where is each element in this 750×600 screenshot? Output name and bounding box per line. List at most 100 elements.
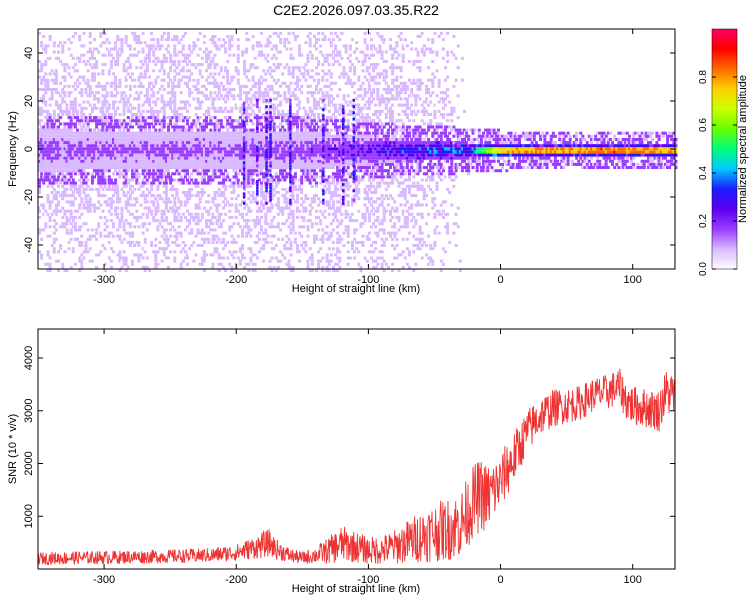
spectrogram-cell bbox=[183, 256, 187, 260]
spectrogram-cell bbox=[317, 138, 321, 141]
spectrogram-cell bbox=[272, 216, 276, 219]
spectrogram-cell bbox=[145, 44, 149, 48]
spectrogram-cell bbox=[63, 212, 67, 216]
spectrogram-cell bbox=[120, 122, 124, 126]
spectrogram-cell bbox=[238, 147, 242, 151]
spectrogram-cell bbox=[105, 47, 109, 51]
spectrogram-cell bbox=[291, 94, 295, 98]
spectrogram-cell bbox=[128, 231, 132, 235]
spectrogram-cell bbox=[264, 175, 268, 179]
spectrogram-cell bbox=[139, 113, 143, 116]
spectrogram-cell bbox=[181, 153, 185, 157]
spectrogram-cell bbox=[99, 250, 103, 254]
spectrogram-cell bbox=[124, 184, 128, 188]
spectrogram-cell bbox=[230, 153, 234, 157]
spectrogram-cell bbox=[116, 191, 120, 194]
spectrogram-cell bbox=[116, 150, 120, 154]
spectrogram-cell bbox=[287, 119, 291, 123]
spectrogram-cell bbox=[308, 138, 312, 141]
spectrogram-cell bbox=[90, 141, 94, 145]
spectrogram-cell bbox=[238, 128, 242, 132]
spectrogram-cell bbox=[145, 178, 149, 182]
spectrogram-cell bbox=[304, 144, 308, 148]
spectrogram-cell bbox=[103, 178, 107, 182]
spectrogram-cell bbox=[171, 156, 175, 160]
spectrogram-cell bbox=[300, 203, 304, 207]
spectrogram-cell bbox=[304, 119, 308, 123]
spectrogram-cell bbox=[67, 150, 71, 154]
spectrogram-cell bbox=[224, 141, 228, 145]
spectrogram-cell bbox=[150, 113, 154, 116]
spectrogram-cell bbox=[226, 75, 230, 79]
spectrogram-cell bbox=[131, 169, 134, 173]
spectrogram-cell bbox=[319, 134, 323, 138]
spectrogram-cell bbox=[137, 147, 141, 151]
spectrogram-cell bbox=[232, 119, 236, 123]
spectrogram-cell bbox=[205, 60, 208, 63]
spectrogram-cell bbox=[145, 150, 149, 154]
spectrogram-cell bbox=[67, 247, 71, 251]
spectrogram-cell bbox=[150, 44, 154, 48]
spectrogram-cell bbox=[84, 175, 88, 179]
spectrogram-cell bbox=[200, 150, 204, 154]
spectrogram-cell bbox=[120, 147, 124, 151]
spectrogram-cell bbox=[73, 216, 77, 219]
spectrogram-cell bbox=[224, 106, 228, 110]
spectrogram-cell bbox=[207, 209, 211, 213]
spectrogram-cell bbox=[317, 100, 321, 104]
spectrogram-cell bbox=[296, 206, 299, 210]
spectrogram-cell bbox=[253, 162, 257, 166]
spectrogram-cell bbox=[80, 75, 84, 79]
spectrogram-cell bbox=[114, 94, 118, 98]
spectrogram-cell bbox=[173, 178, 177, 182]
spectrogram-cell bbox=[247, 131, 251, 135]
spectrogram-cell bbox=[126, 138, 130, 141]
spectrogram-cell bbox=[126, 106, 130, 110]
spectrogram-cell bbox=[249, 162, 253, 166]
spectrogram-cell bbox=[46, 53, 50, 57]
spectrogram-cell bbox=[281, 172, 285, 176]
spectrogram-cell bbox=[167, 138, 170, 141]
spectrogram-cell bbox=[205, 172, 208, 176]
spectrogram-cell bbox=[219, 44, 223, 48]
spectrogram-cell bbox=[230, 159, 234, 163]
spectrogram-cell bbox=[296, 138, 299, 141]
spectrogram-cell bbox=[253, 147, 257, 151]
spectrogram-cell bbox=[312, 166, 316, 169]
spectrogram-cell bbox=[61, 88, 65, 91]
spectrogram-cell bbox=[126, 162, 130, 166]
spectrogram-cell bbox=[308, 169, 312, 173]
spectrogram-cell bbox=[103, 216, 107, 219]
spectrogram-cell bbox=[281, 138, 285, 141]
spectrogram-cell bbox=[171, 81, 175, 85]
spectrogram-cell bbox=[57, 175, 60, 179]
spectrogram-cell bbox=[251, 147, 255, 151]
spectrogram-cell bbox=[200, 159, 204, 163]
spectrogram-cell bbox=[78, 75, 82, 79]
spectrogram-cell bbox=[179, 125, 183, 129]
spectrogram-cell bbox=[247, 209, 251, 213]
spectrogram-cell bbox=[245, 178, 249, 182]
spectrogram-cell bbox=[251, 78, 255, 82]
spectrogram-cell bbox=[207, 138, 211, 141]
spectrogram-cell bbox=[145, 162, 149, 166]
spectrogram-cell bbox=[126, 231, 130, 235]
spectrogram-cell bbox=[249, 128, 253, 132]
spectrogram-cell bbox=[112, 94, 115, 98]
spectrogram-cell bbox=[93, 141, 96, 145]
spectrogram-cell bbox=[264, 91, 268, 95]
spectrogram-cell bbox=[276, 162, 280, 166]
spectrogram-cell bbox=[164, 228, 168, 232]
spectrogram-cell bbox=[103, 134, 107, 138]
spectrogram-cell bbox=[270, 225, 274, 229]
spectrogram-cell bbox=[304, 125, 308, 129]
spectrogram-cell bbox=[80, 106, 84, 110]
spectrogram-cell bbox=[63, 69, 67, 73]
spectrogram-cell bbox=[207, 169, 211, 173]
spectrogram-cell bbox=[315, 134, 318, 138]
spectrogram-cell bbox=[57, 50, 60, 54]
spectrogram-cell bbox=[298, 150, 302, 154]
spectrogram-cell bbox=[213, 150, 217, 154]
spectrogram-cell bbox=[266, 41, 270, 45]
spectrogram-cell bbox=[86, 172, 90, 176]
